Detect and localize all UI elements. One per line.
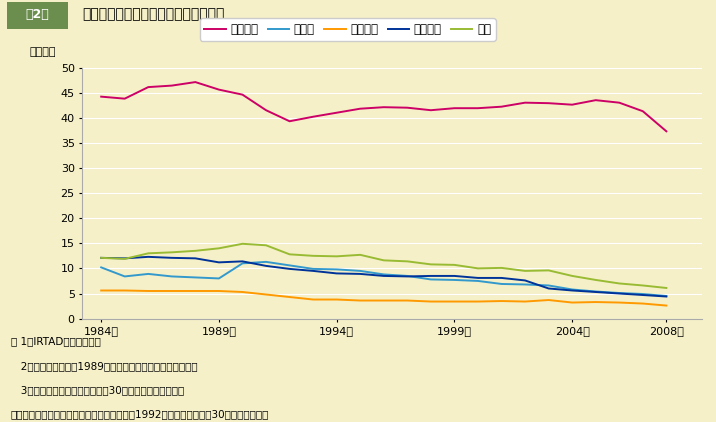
Text: 注 1　IRTAD資料による。: 注 1 IRTAD資料による。: [11, 337, 100, 346]
Text: 第2図: 第2図: [26, 8, 49, 21]
FancyBboxPatch shape: [7, 2, 68, 29]
Text: 主な欧米諸国の交通事故死者数の推移: 主な欧米諸国の交通事故死者数の推移: [82, 8, 225, 22]
Legend: アメリカ, ドイツ, イギリス, フランス, 日本: アメリカ, ドイツ, イギリス, フランス, 日本: [200, 18, 495, 41]
Text: だだし，フランスの数値及び日本の1992年以前の数値は，30日死者換算数。: だだし，フランスの数値及び日本の1992年以前の数値は，30日死者換算数。: [11, 409, 269, 419]
Text: （千人）: （千人）: [29, 48, 56, 57]
Text: 3　死者数の定義は事故発生後30日以内の死者である。: 3 死者数の定義は事故発生後30日以内の死者である。: [11, 385, 184, 395]
Text: 2　ドイツの値は，1989年までは旧西ドイツ地域に限る。: 2 ドイツの値は，1989年までは旧西ドイツ地域に限る。: [11, 361, 198, 371]
